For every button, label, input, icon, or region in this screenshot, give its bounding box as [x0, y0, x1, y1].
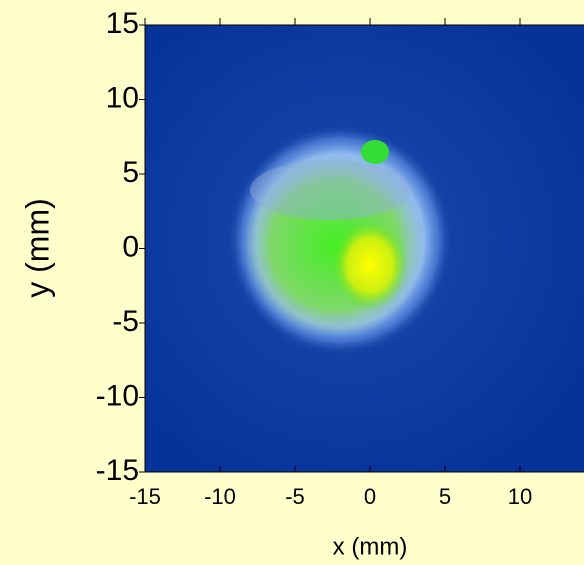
y-tick-label: -10: [96, 379, 139, 412]
heatmap-image: [145, 25, 584, 472]
x-tick-label: -10: [204, 484, 236, 509]
y-tick-label: -5: [112, 305, 139, 338]
beam-band: [250, 160, 410, 220]
x-tick-label: 10: [508, 484, 532, 509]
y-tick-label: 0: [122, 230, 139, 263]
x-tick-label: -5: [285, 484, 305, 509]
y-tick-label: 5: [122, 156, 139, 189]
x-axis-label: x (mm): [333, 533, 408, 560]
y-tick-label: -15: [96, 454, 139, 487]
x-tick-label: 5: [439, 484, 451, 509]
beam-hotspot: [332, 220, 408, 310]
x-tick-label: 0: [364, 484, 376, 509]
x-tick-label: -15: [129, 484, 161, 509]
beam-spot: [361, 140, 389, 164]
y-tick-label: 10: [106, 81, 139, 114]
y-axis-label: y (mm): [19, 198, 55, 298]
y-tick-label: 15: [106, 7, 139, 40]
